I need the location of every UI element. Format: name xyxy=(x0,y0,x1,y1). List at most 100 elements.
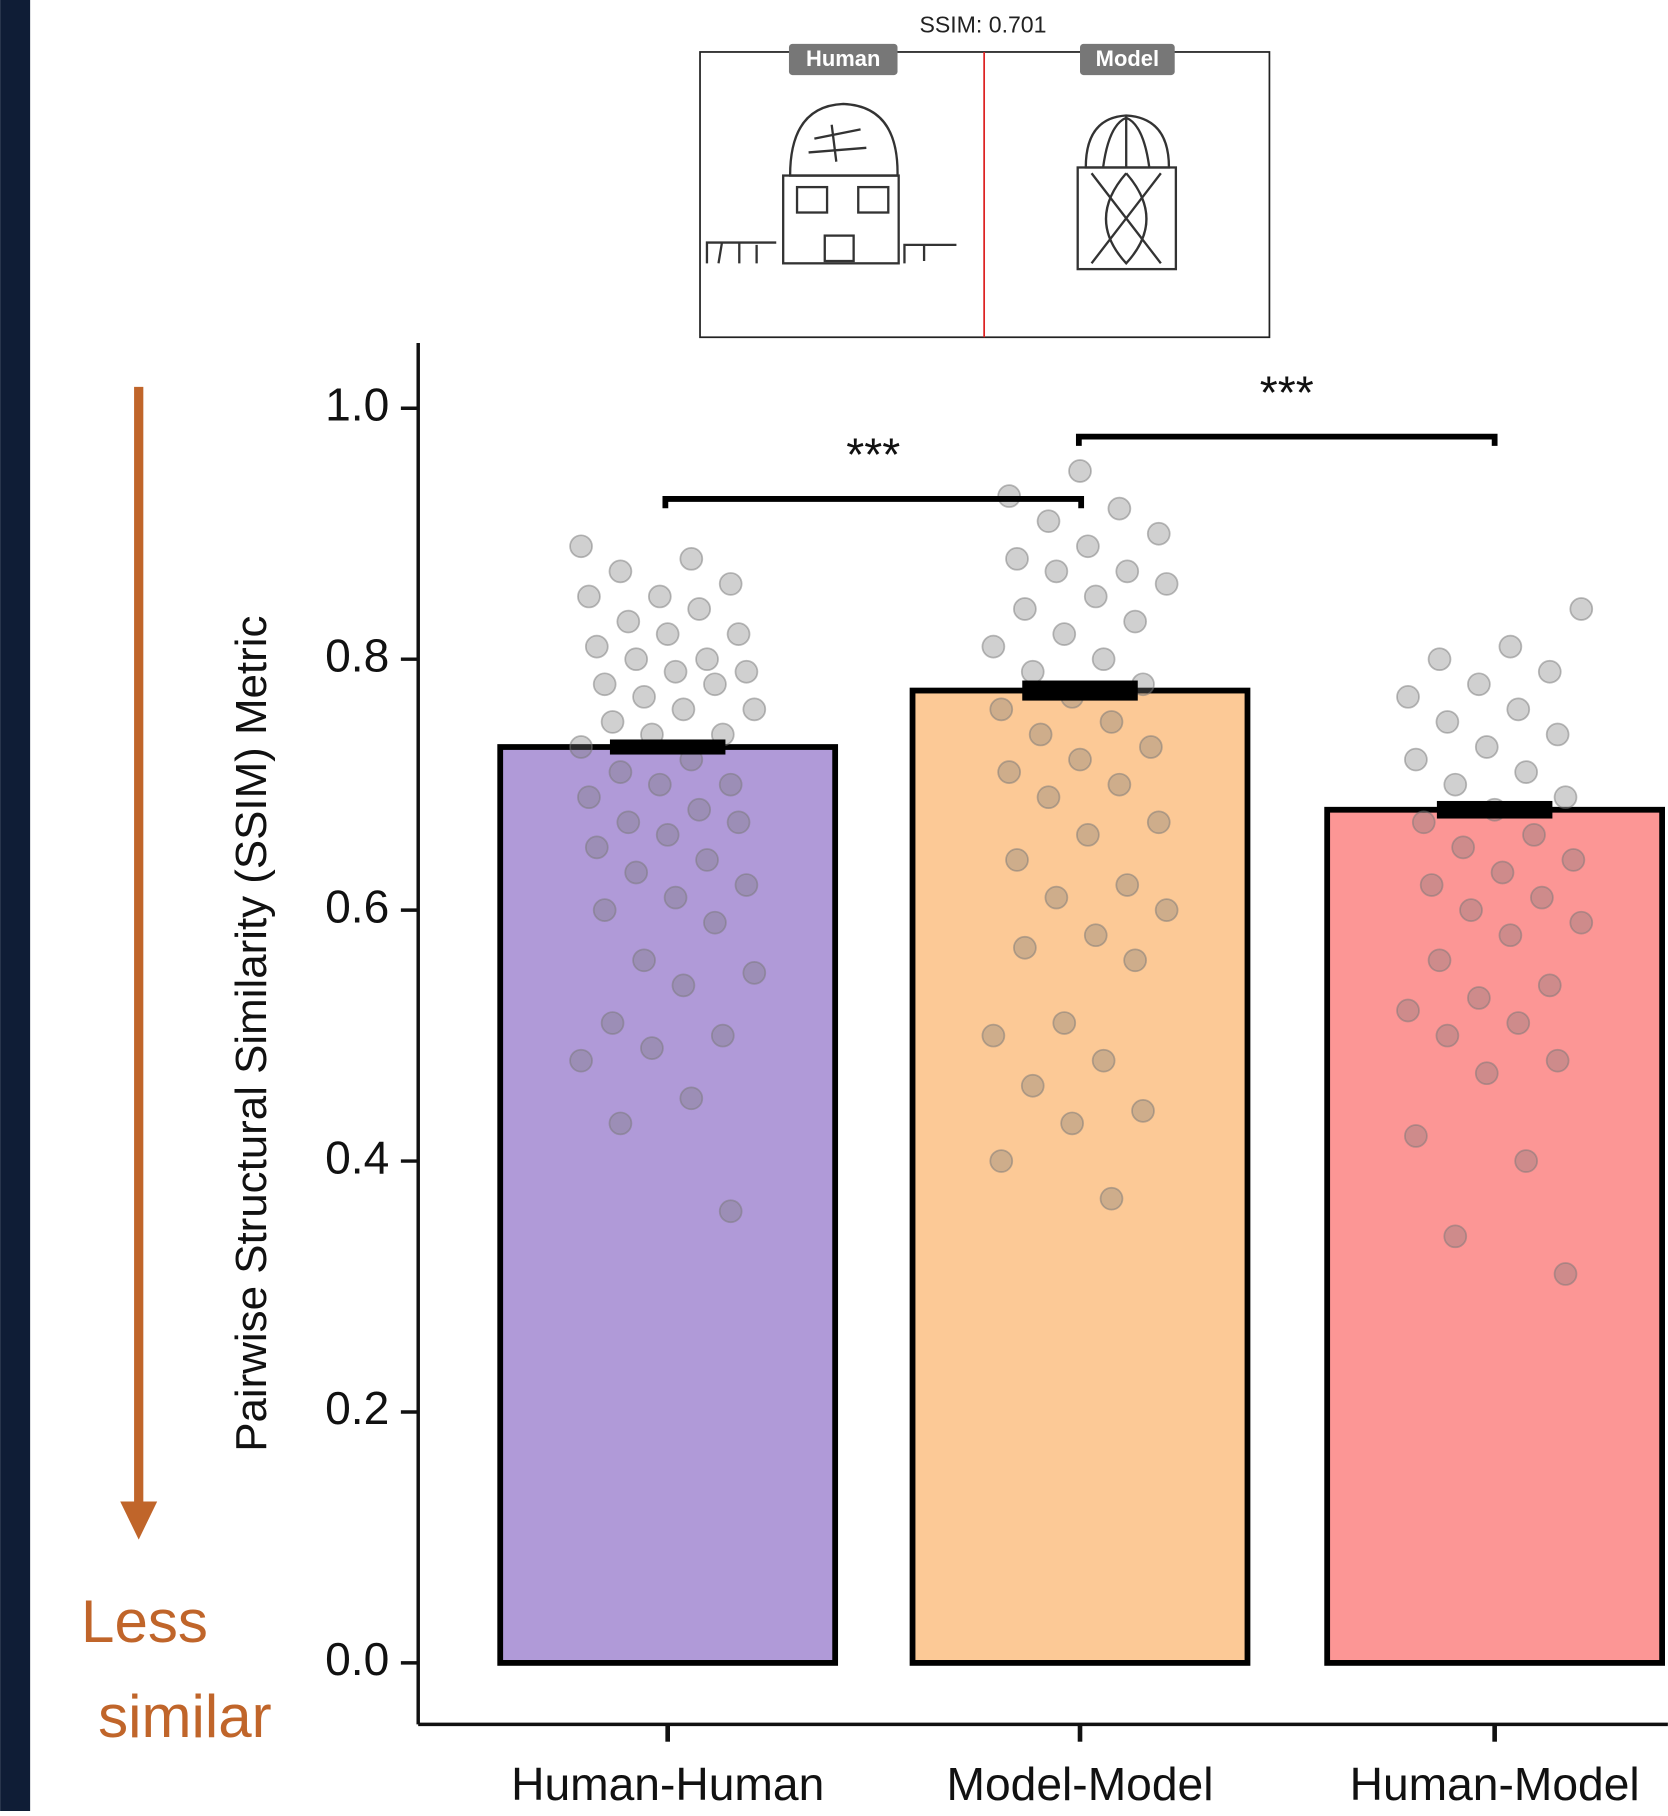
data-point xyxy=(655,823,680,847)
data-point xyxy=(1020,659,1045,684)
significance-label: *** xyxy=(1260,366,1314,418)
x-tick-label: Human-Model xyxy=(1350,1758,1640,1810)
data-point xyxy=(671,973,696,998)
y-tick-label: 0.6 xyxy=(325,880,389,932)
data-point xyxy=(1514,1149,1538,1173)
data-point xyxy=(718,572,743,596)
data-point xyxy=(742,961,767,985)
data-point xyxy=(1467,986,1491,1010)
data-point xyxy=(1443,772,1468,797)
data-point xyxy=(577,584,601,609)
data-point xyxy=(1068,459,1092,483)
data-point xyxy=(1451,835,1475,860)
data-point xyxy=(1154,572,1179,596)
data-point xyxy=(742,697,767,722)
data-point xyxy=(1115,559,1140,584)
data-point xyxy=(608,760,633,784)
data-point xyxy=(592,672,617,697)
data-point xyxy=(1146,521,1171,546)
data-point xyxy=(695,647,719,672)
data-point xyxy=(981,1023,1006,1048)
data-point xyxy=(632,684,656,709)
data-point xyxy=(1545,1048,1570,1073)
data-point xyxy=(1404,747,1428,772)
y-tick-label: 0.2 xyxy=(325,1382,389,1434)
data-point xyxy=(1404,1124,1428,1148)
data-point xyxy=(647,772,672,797)
data-point xyxy=(616,810,641,835)
data-point xyxy=(1123,948,1147,973)
data-point xyxy=(1537,973,1562,998)
data-point xyxy=(1514,760,1538,784)
y-tick-label: 0.8 xyxy=(325,629,389,681)
data-point xyxy=(624,647,649,672)
data-point xyxy=(671,697,696,722)
data-point xyxy=(624,860,649,885)
data-point xyxy=(1474,735,1499,759)
data-point xyxy=(1411,810,1436,835)
error-bar xyxy=(609,739,726,755)
inset-badge xyxy=(788,43,898,76)
inset-label: Human xyxy=(806,46,880,71)
data-point xyxy=(1419,873,1444,897)
data-point xyxy=(1083,584,1108,609)
data-point xyxy=(1044,885,1069,910)
data-point xyxy=(1107,772,1132,797)
data-point xyxy=(734,873,759,897)
data-point xyxy=(1076,534,1100,559)
data-point xyxy=(1522,823,1546,847)
data-point xyxy=(1091,647,1116,672)
data-point xyxy=(1005,546,1029,571)
data-point xyxy=(1099,710,1124,734)
bar xyxy=(909,687,1251,1666)
data-point xyxy=(1396,684,1420,709)
data-point xyxy=(989,1149,1014,1173)
x-tick-label: Human-Human xyxy=(511,1758,824,1810)
error-bar xyxy=(1436,800,1553,819)
data-point xyxy=(584,835,609,860)
data-point xyxy=(1569,597,1594,621)
data-point xyxy=(1474,1061,1499,1086)
data-point xyxy=(1498,634,1523,659)
inset-label: Model xyxy=(1096,46,1159,71)
arrow-label: Less xyxy=(81,1588,208,1655)
data-point xyxy=(703,672,727,697)
data-point xyxy=(1123,609,1147,634)
data-point xyxy=(1036,785,1061,810)
data-point xyxy=(1052,1011,1077,1035)
significance-bracket xyxy=(1075,433,1498,446)
significance-bracket xyxy=(662,496,1085,509)
data-point xyxy=(663,659,688,684)
data-point xyxy=(1146,810,1171,835)
sketch xyxy=(1076,114,1178,271)
inset: SSIM: 0.701 Human Model xyxy=(699,12,1271,339)
data-point xyxy=(1545,722,1570,747)
data-point xyxy=(1013,935,1037,960)
data-point xyxy=(981,634,1006,659)
data-point xyxy=(1060,1111,1084,1136)
data-point xyxy=(718,772,743,797)
data-point xyxy=(577,785,601,810)
data-point xyxy=(569,1048,593,1073)
data-point xyxy=(1443,1224,1468,1249)
sketch xyxy=(705,102,957,265)
data-point xyxy=(1459,898,1483,922)
data-point xyxy=(1083,923,1108,948)
data-point xyxy=(710,1023,735,1048)
inset-badge xyxy=(1080,43,1175,76)
y-axis-label: Pairwise Structural Similarity (SSIM) Me… xyxy=(227,616,276,1452)
x-tick-label: Model-Model xyxy=(947,1758,1214,1810)
data-point xyxy=(1131,1099,1155,1123)
data-point xyxy=(1506,697,1531,722)
data-point xyxy=(1020,1073,1045,1098)
data-point xyxy=(679,1086,704,1111)
data-point xyxy=(687,597,712,621)
data-point xyxy=(726,810,751,835)
data-point xyxy=(1068,747,1092,772)
arrow-head xyxy=(120,1501,158,1540)
data-point xyxy=(1028,722,1053,747)
data-point xyxy=(600,1011,625,1035)
y-tick-label: 0.0 xyxy=(325,1633,389,1685)
